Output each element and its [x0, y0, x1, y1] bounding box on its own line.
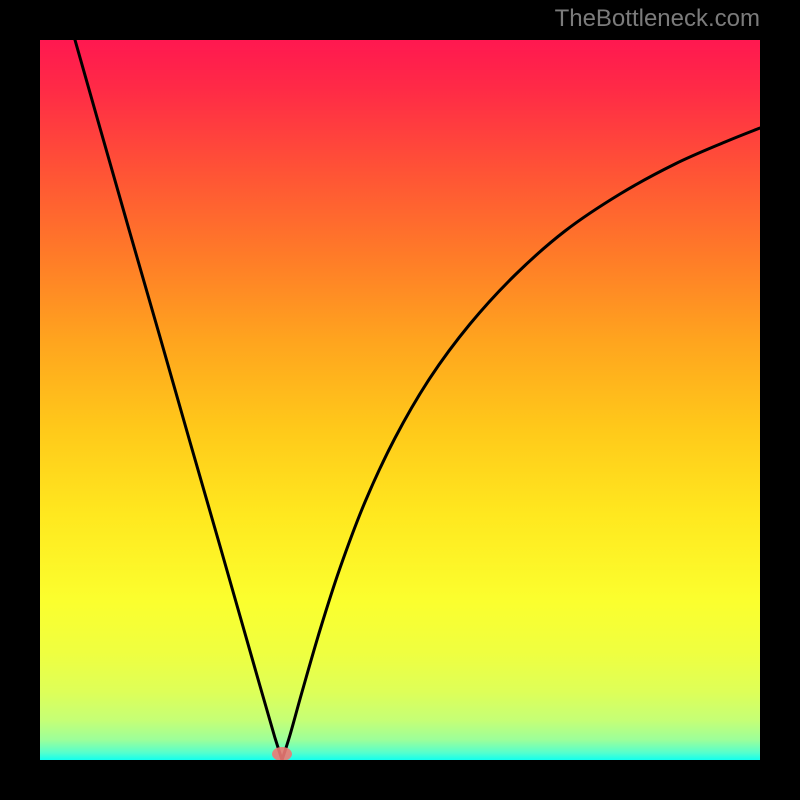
watermark-text: TheBottleneck.com [555, 5, 760, 33]
frame-left [0, 0, 40, 800]
chart-container: TheBottleneck.com [0, 0, 800, 800]
plot-svg [40, 40, 760, 760]
frame-right [760, 0, 800, 800]
plot-area [40, 40, 760, 760]
gradient-background [40, 40, 760, 760]
frame-bottom [0, 760, 800, 800]
